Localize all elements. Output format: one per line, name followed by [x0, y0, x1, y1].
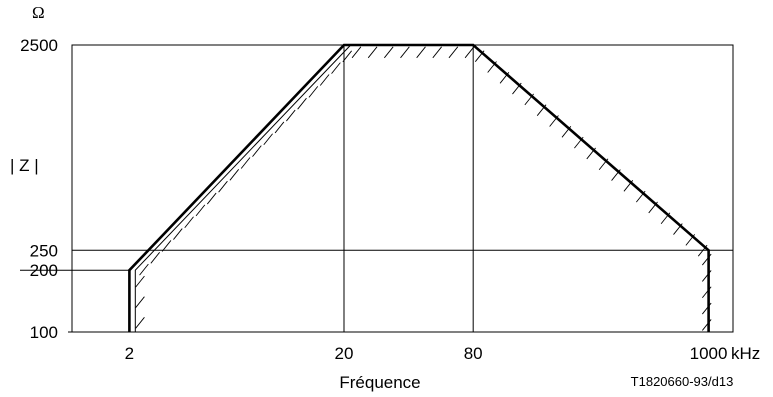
hatch-mark	[252, 145, 262, 157]
hatch-mark	[448, 46, 459, 59]
hatch-mark	[400, 46, 410, 59]
hatch-mark	[319, 74, 330, 86]
y-tick-label-200: 200	[30, 261, 58, 280]
hatch-mark	[135, 275, 145, 288]
x-unit-label: kHz	[731, 344, 760, 363]
hatch-mark	[229, 169, 240, 181]
y-tick-label-2500: 2500	[20, 36, 58, 55]
x-tick-label-20: 20	[335, 344, 354, 363]
hatch-mark	[195, 204, 206, 217]
x-axis-label: Fréquence	[339, 373, 420, 392]
hatch-mark	[331, 62, 341, 74]
hatch-mark	[206, 192, 217, 205]
hatch-mark	[161, 240, 172, 252]
series-line-boundary	[128, 43, 710, 332]
hatch-mark	[286, 109, 296, 122]
hatch-mark	[464, 46, 475, 59]
x-tick-label-1000: 1000	[690, 344, 728, 363]
figure-reference: T1820660-93/d13	[631, 374, 734, 389]
hatch-marks	[135, 46, 712, 331]
y-tick-label-100: 100	[30, 323, 58, 342]
hatch-mark	[432, 46, 442, 59]
hatch-mark	[263, 133, 273, 146]
hatch-mark	[218, 180, 228, 193]
hatch-mark	[184, 216, 194, 229]
hatch-mark	[135, 296, 145, 308]
hatch-mark	[150, 252, 161, 264]
hatch-mark	[135, 317, 145, 329]
plot-frame	[71, 44, 734, 333]
hatch-mark	[351, 46, 362, 59]
hatch-mark	[367, 46, 378, 59]
y-axis-label: | Z |	[10, 156, 39, 175]
x-tick-label-2: 2	[125, 344, 134, 363]
series-lines	[128, 43, 710, 332]
hatch-mark	[297, 97, 307, 110]
hatch-mark	[173, 228, 183, 240]
y-tick-label-250: 250	[30, 241, 58, 260]
grid-lines	[20, 45, 733, 333]
hatch-mark	[274, 121, 285, 134]
hatch-mark	[416, 46, 426, 59]
y-unit-label: Ω	[32, 3, 45, 22]
series-line-inner-boundary	[134, 44, 352, 332]
hatch-mark	[308, 86, 319, 98]
hatch-mark	[384, 46, 394, 59]
hatch-mark	[139, 263, 149, 276]
hatch-mark	[240, 157, 251, 169]
hatch-mark	[342, 50, 352, 63]
x-tick-label-80: 80	[464, 344, 483, 363]
